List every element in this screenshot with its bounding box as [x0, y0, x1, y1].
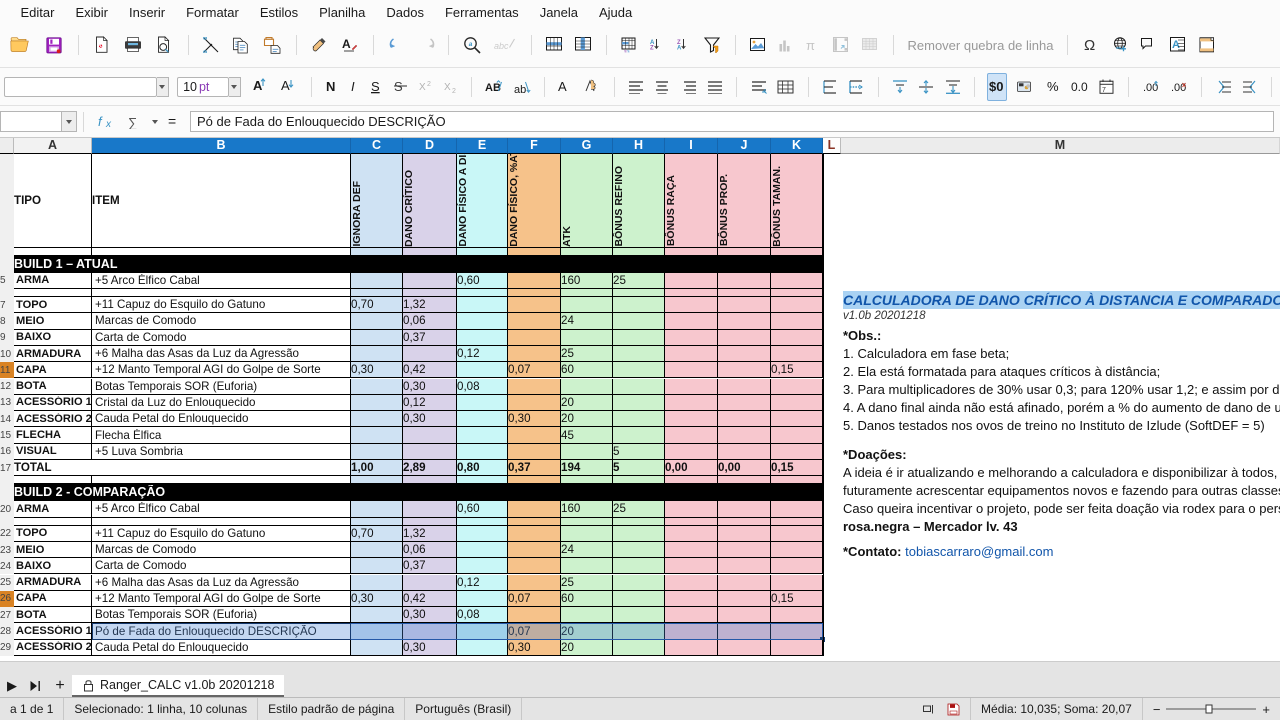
svg-text:2: 2	[427, 81, 431, 88]
svg-text:f: f	[98, 114, 103, 129]
svg-text:2: 2	[452, 88, 456, 93]
svg-text:X: X	[444, 82, 451, 93]
svg-text:S: S	[371, 79, 380, 94]
svg-text:0.0: 0.0	[1071, 80, 1088, 94]
svg-text:N: N	[326, 79, 335, 94]
svg-text:A: A	[342, 37, 351, 51]
svg-text:Ω: Ω	[1084, 37, 1095, 53]
svg-text:%: %	[1047, 80, 1059, 94]
svg-text:a: a	[468, 41, 472, 48]
svg-text:$0: $0	[989, 79, 1003, 94]
svg-text:=: =	[168, 115, 176, 129]
svg-text:Z: Z	[650, 45, 654, 51]
svg-text:∑: ∑	[128, 115, 137, 129]
svg-text:A: A	[677, 45, 682, 51]
svg-text:AB: AB	[485, 82, 501, 94]
svg-text:PDF: PDF	[97, 43, 106, 48]
svg-text:x: x	[105, 119, 112, 129]
svg-text:A: A	[1172, 39, 1180, 51]
svg-text:A: A	[281, 78, 290, 93]
svg-text:A: A	[558, 79, 567, 94]
svg-text:π: π	[806, 38, 815, 53]
svg-text:abc: abc	[494, 41, 509, 51]
svg-text:.00: .00	[1171, 82, 1186, 94]
svg-text:I: I	[351, 79, 355, 94]
svg-text:ab: ab	[514, 84, 526, 94]
svg-text:ZA: ZA	[627, 49, 631, 53]
svg-text:7: 7	[1102, 87, 1106, 94]
svg-text:X: X	[419, 82, 426, 93]
